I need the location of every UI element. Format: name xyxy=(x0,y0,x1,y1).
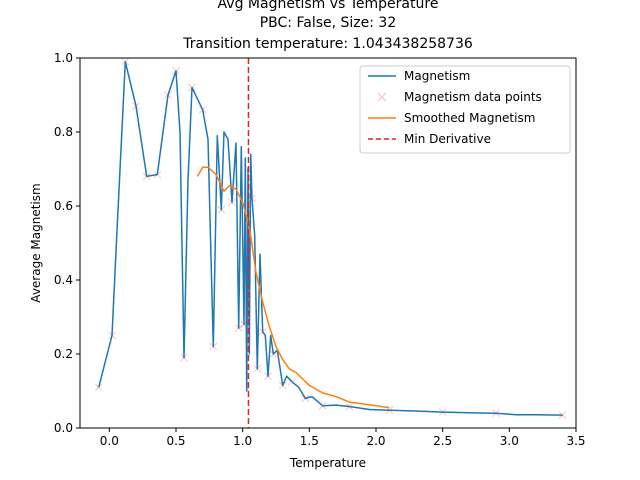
legend-label-min-derivative: Min Derivative xyxy=(404,132,491,146)
chart-title-line-2: PBC: False, Size: 32 xyxy=(260,15,397,31)
chart-title-line-3: Transition temperature: 1.043438258736 xyxy=(182,36,473,52)
chart-title: Avg Magnetism vs Temperature PBC: False,… xyxy=(182,0,473,52)
legend-label-smoothed: Smoothed Magnetism xyxy=(404,111,535,125)
y-tick-label: 0.4 xyxy=(54,273,73,287)
x-axis-ticks: 0.0 0.5 1.0 1.5 2.0 2.5 3.0 3.5 xyxy=(100,428,586,448)
y-axis-ticks: 0.0 0.2 0.4 0.6 0.8 1.0 xyxy=(54,51,80,435)
legend-label-data-points: Magnetism data points xyxy=(404,90,542,104)
x-tick-label: 3.5 xyxy=(566,434,585,448)
y-tick-label: 0.2 xyxy=(54,347,73,361)
x-tick-label: 3.0 xyxy=(500,434,519,448)
x-tick-label: 0.0 xyxy=(100,434,119,448)
x-tick-label: 0.5 xyxy=(166,434,185,448)
y-tick-label: 0.0 xyxy=(54,421,73,435)
x-axis-label: Temperature xyxy=(289,456,366,470)
legend: Magnetism Magnetism data points Smoothed… xyxy=(360,66,570,153)
x-tick-label: 2.0 xyxy=(366,434,385,448)
y-axis-label: Average Magnetism xyxy=(29,183,43,302)
y-tick-label: 0.6 xyxy=(54,199,73,213)
chart-title-line-1: Avg Magnetism vs Temperature xyxy=(218,0,439,12)
smoothed-magnetism-line xyxy=(197,167,389,407)
x-tick-label: 1.0 xyxy=(233,434,252,448)
x-tick-label: 1.5 xyxy=(300,434,319,448)
y-tick-label: 0.8 xyxy=(54,125,73,139)
legend-label-magnetism: Magnetism xyxy=(404,69,470,83)
x-tick-label: 2.5 xyxy=(433,434,452,448)
y-tick-label: 1.0 xyxy=(54,51,73,65)
